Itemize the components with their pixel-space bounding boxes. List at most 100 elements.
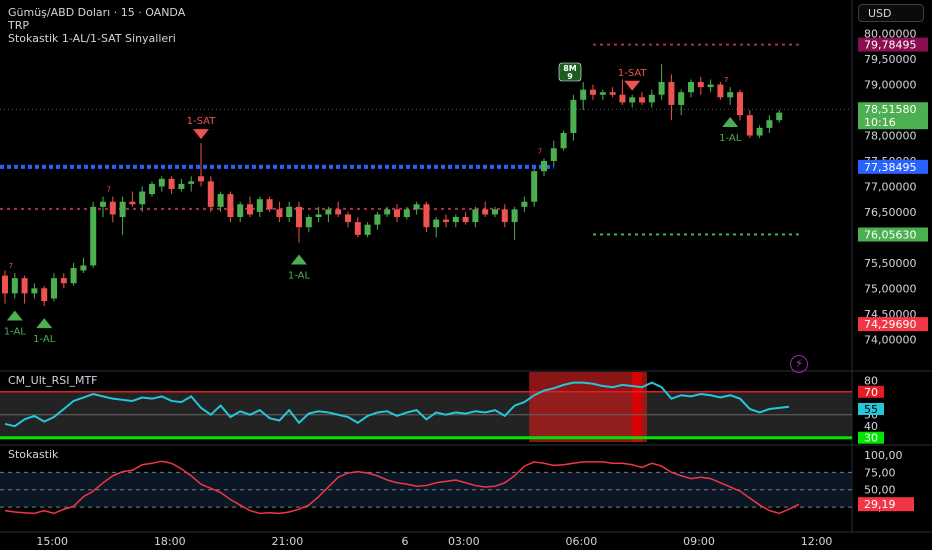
rsi-badge: 30 <box>864 432 878 445</box>
buy-signal-icon <box>6 310 23 321</box>
candle <box>129 201 136 205</box>
currency-button[interactable]: USD <box>858 4 924 22</box>
candle <box>590 89 596 95</box>
candle <box>374 214 381 225</box>
stochastic-tick-label: 100,00 <box>864 449 903 462</box>
candle <box>266 199 273 210</box>
candle <box>697 82 704 88</box>
candle <box>158 178 165 187</box>
candle <box>648 94 655 103</box>
candle <box>501 209 508 223</box>
candle <box>550 148 557 161</box>
sell-signal-label: 1-SAT <box>187 116 217 127</box>
candle <box>531 171 538 202</box>
rsi-line <box>4 381 790 428</box>
candle <box>325 209 332 215</box>
time-tick-label: 15:00 <box>36 535 68 548</box>
price-label: 10:16 <box>864 116 896 129</box>
candle <box>727 92 734 98</box>
candle <box>296 206 302 228</box>
price-label: 79,78495 <box>864 39 917 52</box>
candle <box>364 224 371 235</box>
indicator-trp: TRP <box>8 19 29 32</box>
badge-box <box>558 62 582 82</box>
candle <box>217 194 224 207</box>
candle <box>100 201 106 207</box>
time-tick-label: 6 <box>402 535 409 548</box>
candle <box>737 92 743 116</box>
candle <box>492 209 498 215</box>
price-label-bg <box>858 227 928 242</box>
candle <box>443 219 449 223</box>
candle <box>776 112 783 121</box>
candle <box>452 217 459 223</box>
rsi-tick-label: 40 <box>864 420 878 433</box>
price-label: 77,38495 <box>864 161 917 174</box>
rsi-badge-bg <box>858 431 884 444</box>
price-label: 76,05630 <box>864 229 917 242</box>
rsi-badge: 70 <box>864 386 878 399</box>
candle <box>472 209 479 223</box>
candle <box>276 209 283 218</box>
price-tick-label: 80,00000 <box>864 28 917 41</box>
candle <box>60 278 67 284</box>
candle <box>609 92 616 95</box>
sell-signal-icon <box>624 80 641 91</box>
candle <box>619 94 626 103</box>
stochastic-line <box>4 460 800 515</box>
candle <box>51 278 57 299</box>
price-label-bg <box>858 159 928 174</box>
price-tick-label: 78,00000 <box>864 130 917 143</box>
price-tick-label: 79,50000 <box>864 53 917 66</box>
candle <box>482 209 489 215</box>
candle <box>756 127 763 136</box>
candle <box>599 92 606 95</box>
candle <box>413 204 420 210</box>
candle <box>198 176 204 182</box>
price-tick-label: 74,00000 <box>864 333 917 346</box>
candle <box>188 181 195 184</box>
candle <box>560 132 567 149</box>
small-signal-label: 7 <box>538 147 542 155</box>
candle <box>766 120 773 128</box>
candle <box>668 82 675 105</box>
badge-line2: 9 <box>567 72 573 81</box>
price-tick-label: 75,00000 <box>864 282 917 295</box>
sell-signal-icon <box>193 129 209 140</box>
candle <box>354 222 361 235</box>
candle <box>207 181 214 207</box>
candle <box>315 214 322 218</box>
lightning-icon[interactable]: ⚡ <box>790 355 808 373</box>
candle <box>423 204 430 228</box>
candle <box>433 219 440 228</box>
buy-signal-icon <box>291 254 307 265</box>
candle <box>90 206 97 266</box>
small-signal-label: 7 <box>107 186 111 194</box>
price-tick-label: 79,00000 <box>864 79 917 92</box>
candle <box>335 209 342 215</box>
rsi-badge-bg <box>858 385 884 398</box>
price-label: 78,51580 <box>864 103 917 116</box>
candle <box>70 267 77 284</box>
candle <box>707 84 714 88</box>
candle <box>384 209 391 215</box>
candle <box>394 209 400 218</box>
rsi-overbought-edge <box>632 372 642 442</box>
candle <box>247 204 253 215</box>
symbol-title: Gümüş/ABD Doları · 15 · OANDA <box>8 6 186 19</box>
candle <box>658 82 665 95</box>
candle <box>746 115 753 136</box>
candle <box>541 160 547 172</box>
candle <box>305 217 312 228</box>
candle <box>521 201 528 207</box>
buy-signal-icon <box>36 318 53 329</box>
stochastic-badge: 29,19 <box>864 498 896 511</box>
candle <box>178 183 185 189</box>
candle <box>639 97 645 103</box>
stochastic-tick-label: 75,00 <box>864 466 896 479</box>
stochastic-title: Stokastik <box>8 448 59 461</box>
candle <box>41 288 48 302</box>
candle <box>139 191 146 205</box>
price-label: 74,29690 <box>864 318 917 331</box>
